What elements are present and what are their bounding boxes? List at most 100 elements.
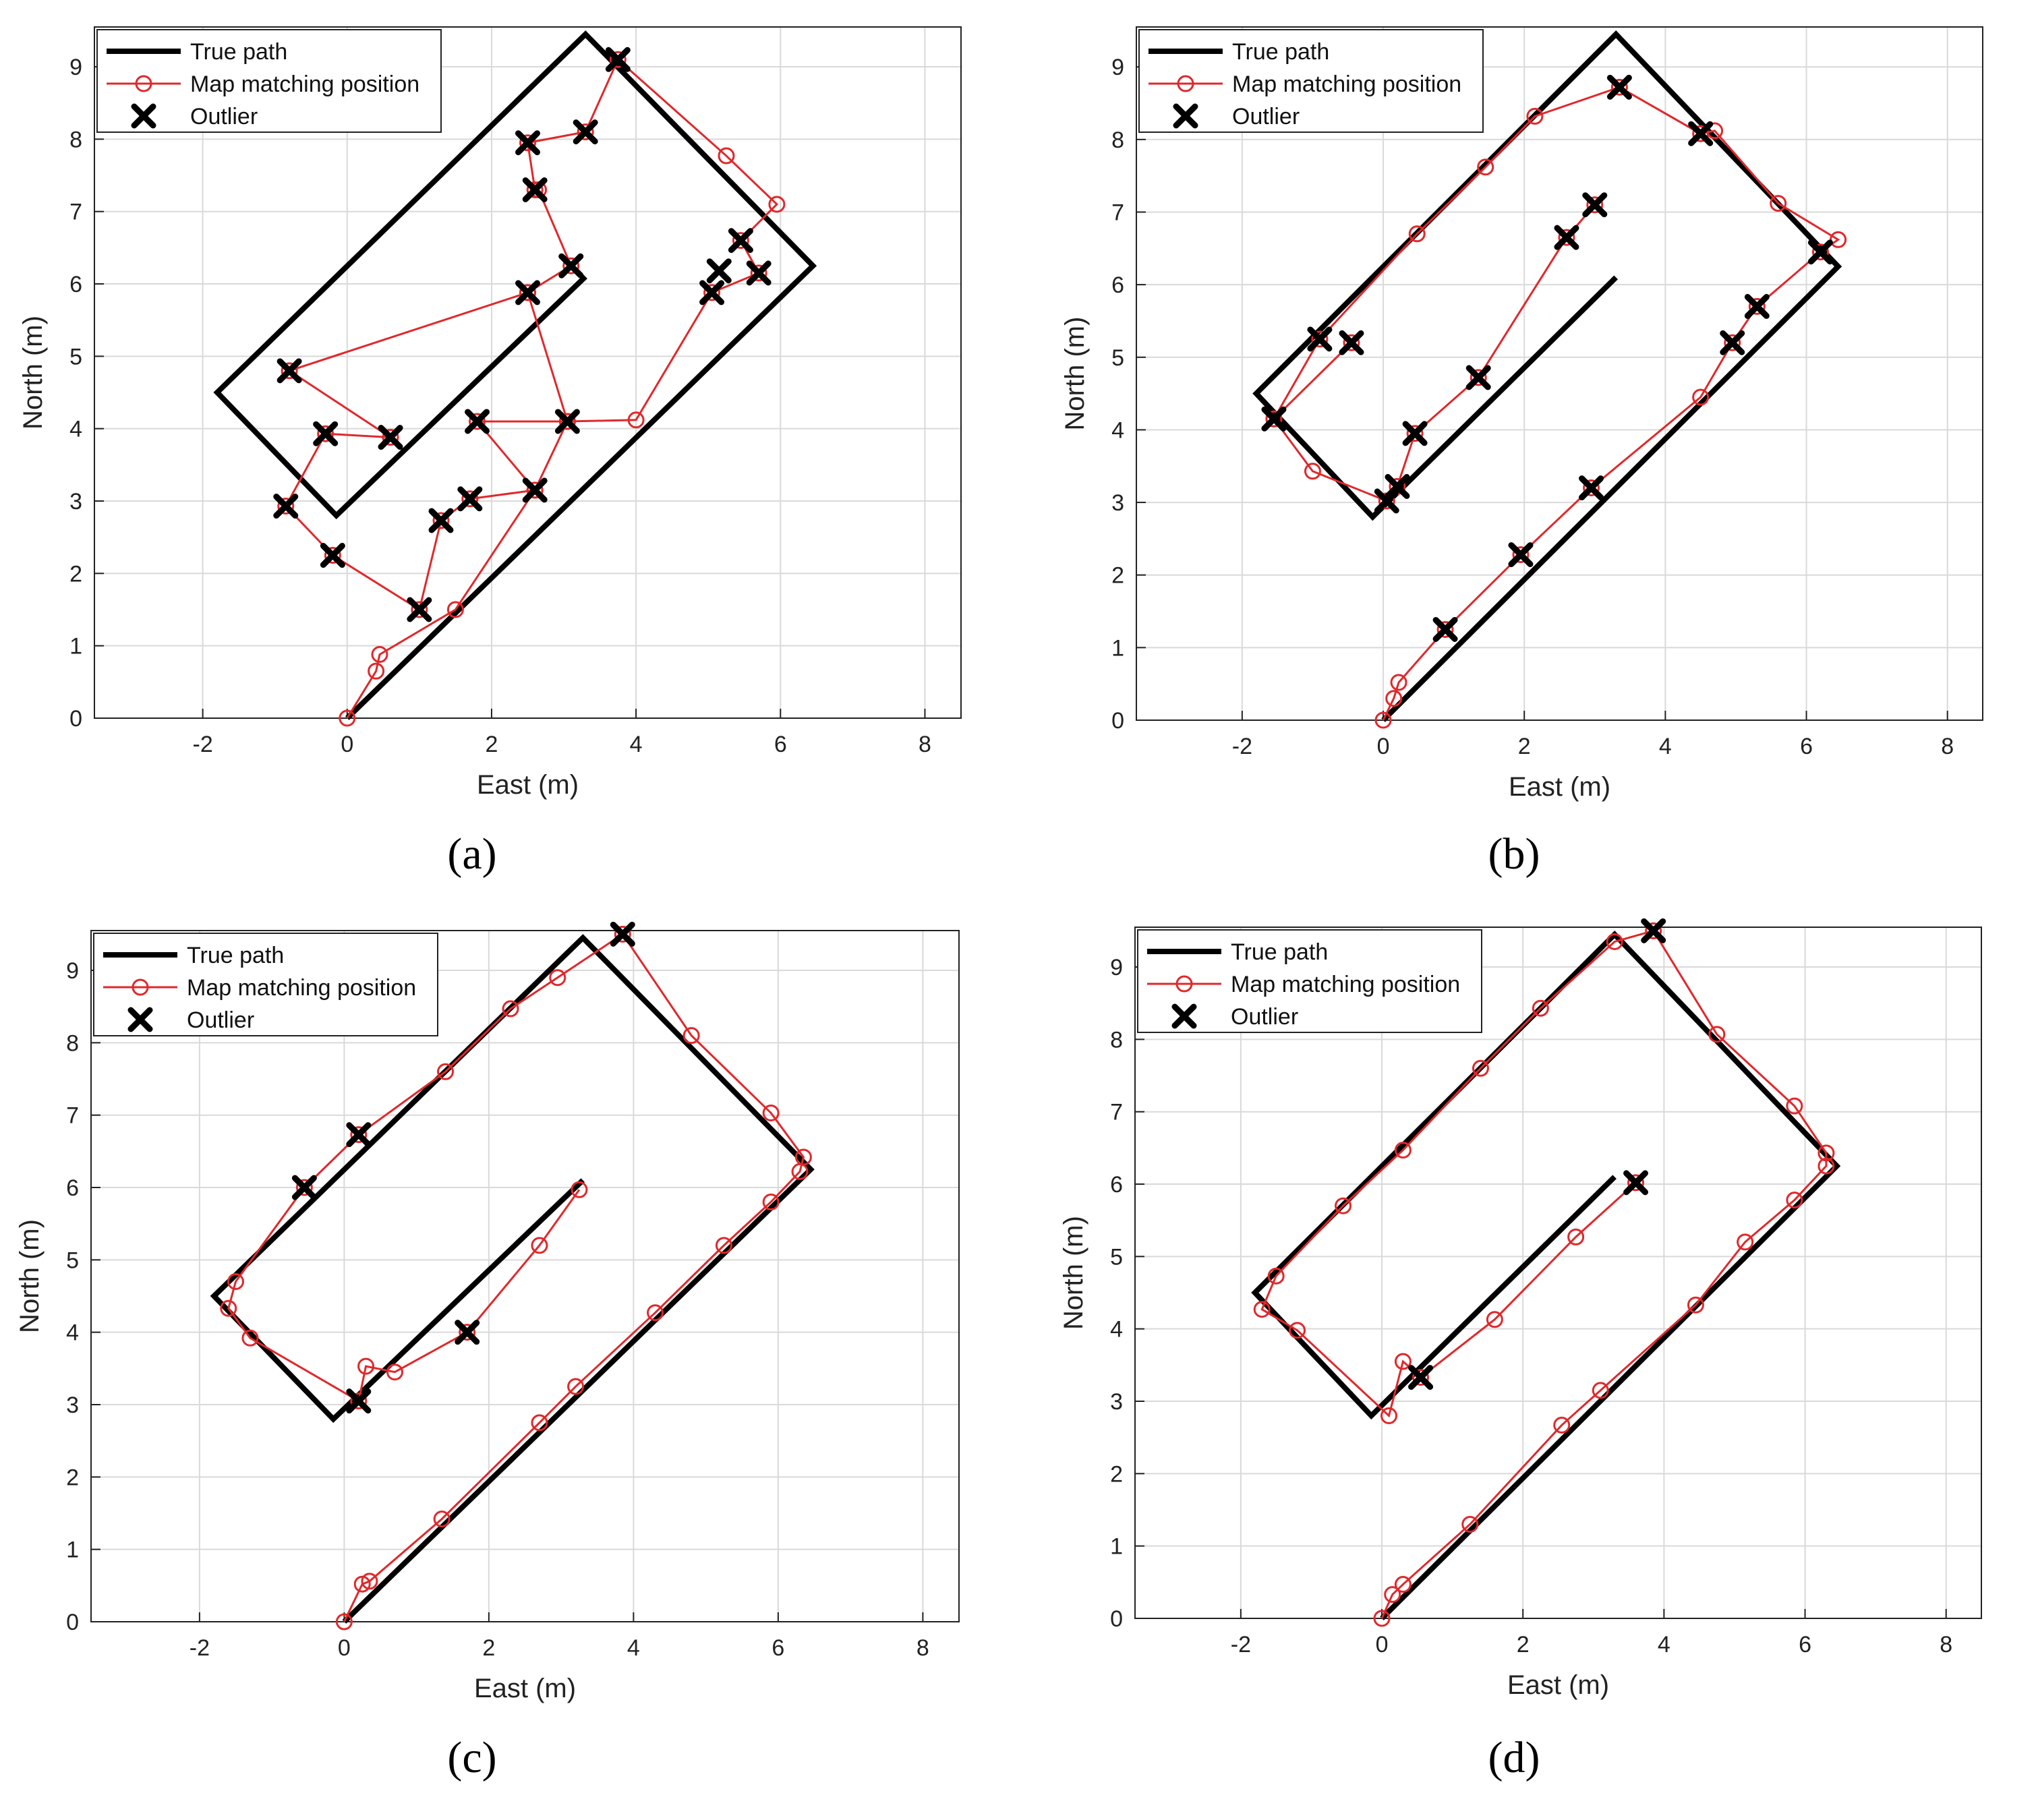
y-tick-label: 8 [1110,1027,1123,1053]
map-matching-point [1708,1026,1726,1043]
map-matching-point [227,1273,244,1291]
map-matching-point [277,498,295,515]
y-tick-label: 5 [1111,345,1124,371]
map-matching-point [1526,107,1544,125]
map-matching-point [571,1181,588,1198]
map-matching-point [241,1329,259,1347]
x-tick-label: -2 [190,1635,210,1661]
chart-panel-b: -2 0 2 4 6 8 0 1 2 3 4 5 6 7 8 9 East (m) North (m) True p… [1060,26,1983,879]
map-matching-point [1645,922,1662,939]
legend: True path Map matching position Outlier [96,29,442,133]
y-tick-label: 6 [69,272,82,297]
y-tick-label: 8 [66,1030,79,1056]
map-matching-point [1486,1311,1503,1328]
x-tick-label: 4 [1658,1632,1670,1657]
map-matching-point [1436,620,1454,638]
chart-panel-d: -2 0 2 4 6 8 0 1 2 3 4 5 6 7 8 9 East (m) North (m) True p… [1059,918,1982,1782]
map-matching-point [437,1063,455,1080]
map-matching-point [1583,479,1600,497]
x-tick-label: 6 [1799,1632,1811,1657]
x-tick-label: 2 [1517,1632,1530,1657]
outlier-marker [291,1175,317,1200]
map-matching-point [350,1126,368,1144]
outlier-marker [457,486,483,512]
map-matching-point [519,284,536,301]
map-matching-point [1412,1369,1430,1386]
map-matching-point [1687,1296,1704,1314]
y-tick-label: 3 [1111,490,1124,516]
x-tick-label: 2 [1518,734,1531,759]
map-matching-point [386,1363,403,1381]
map-matching-point [750,264,767,282]
y-axis-label: North (m) [1060,317,1090,431]
outlier-marker [554,409,580,434]
map-matching-point [432,512,450,529]
legend-label: Map matching position [1231,972,1460,997]
outlier-marker [1720,330,1745,355]
axes-frame [90,930,960,1622]
map-matching-point [614,925,631,943]
outlier-marker [320,543,345,568]
panel-caption: (d) [1488,1733,1540,1782]
map-matching-point [718,147,735,165]
map-matching-point [350,1392,368,1410]
y-tick-label: 2 [69,561,82,587]
legend-label: Map matching position [190,71,419,97]
x-tick-label: 6 [1800,734,1813,759]
y-tick-label: 1 [66,1537,79,1563]
outlier-marker [1807,239,1833,265]
y-tick-label: 4 [1110,1317,1123,1343]
map-matching-point [353,1575,371,1593]
y-tick-label: 5 [1110,1244,1123,1270]
map-matching-point [1384,1586,1401,1604]
y-tick-label: 7 [1111,200,1124,225]
map-matching-point [762,1193,780,1210]
map-matching-point [1567,1228,1585,1245]
y-axis-label: North (m) [18,316,48,430]
map-matching-point [1472,1059,1489,1077]
y-axis-label: North (m) [15,1219,45,1333]
map-matching-point [682,1027,700,1045]
y-tick-label: 2 [1111,563,1124,589]
y-tick-label: 4 [1111,417,1124,443]
outlier-marker [573,119,598,145]
map-matching-point [647,1304,664,1322]
outlier-marker [1432,616,1458,642]
chart-panel-c: -2 0 2 4 6 8 0 1 2 3 4 5 6 7 8 9 East (m) North (m) True p… [15,921,960,1782]
outlier-marker [1641,918,1666,943]
map-matching-point [502,1000,519,1018]
map-matching-point [1627,1174,1645,1192]
legend-outlier-swatch [1171,1003,1197,1029]
outlier-marker [558,253,584,278]
y-tick-label: 0 [1111,708,1124,734]
outlier-marker [699,280,725,305]
true-path-line [213,30,817,720]
map-matching-point [1692,125,1710,142]
outlier-marker [1339,330,1364,355]
legend: True path Map matching position Outlier [93,933,438,1036]
outlier-marker [378,425,403,450]
x-tick-label: 6 [774,732,787,757]
map-matching-point [446,601,464,618]
outlier-marker [277,358,302,384]
legend-outlier-swatch [131,103,156,129]
map-matching-point [1394,1142,1412,1159]
map-matching-line [1260,929,1828,1619]
y-tick-label: 7 [66,1103,79,1129]
map-matching-point [317,425,335,442]
legend: True path Map matching position Outlier [1137,929,1482,1033]
legend-map-matching-marker [132,978,149,996]
y-tick-label: 7 [1110,1100,1123,1125]
legend-box [1138,29,1484,133]
legend-outlier-swatch [1173,103,1198,129]
y-tick-label: 3 [1110,1389,1123,1415]
map-matching-point [1786,1097,1803,1115]
map-matching-point [732,232,749,249]
axes-frame [1136,26,1983,721]
map-matching-point [531,1237,548,1254]
legend-outlier-swatch [127,1007,153,1032]
y-tick-label: 6 [1111,272,1124,298]
x-tick-label: 0 [1376,1632,1389,1657]
y-tick-label: 3 [69,489,82,515]
outlier-marker [522,177,548,202]
